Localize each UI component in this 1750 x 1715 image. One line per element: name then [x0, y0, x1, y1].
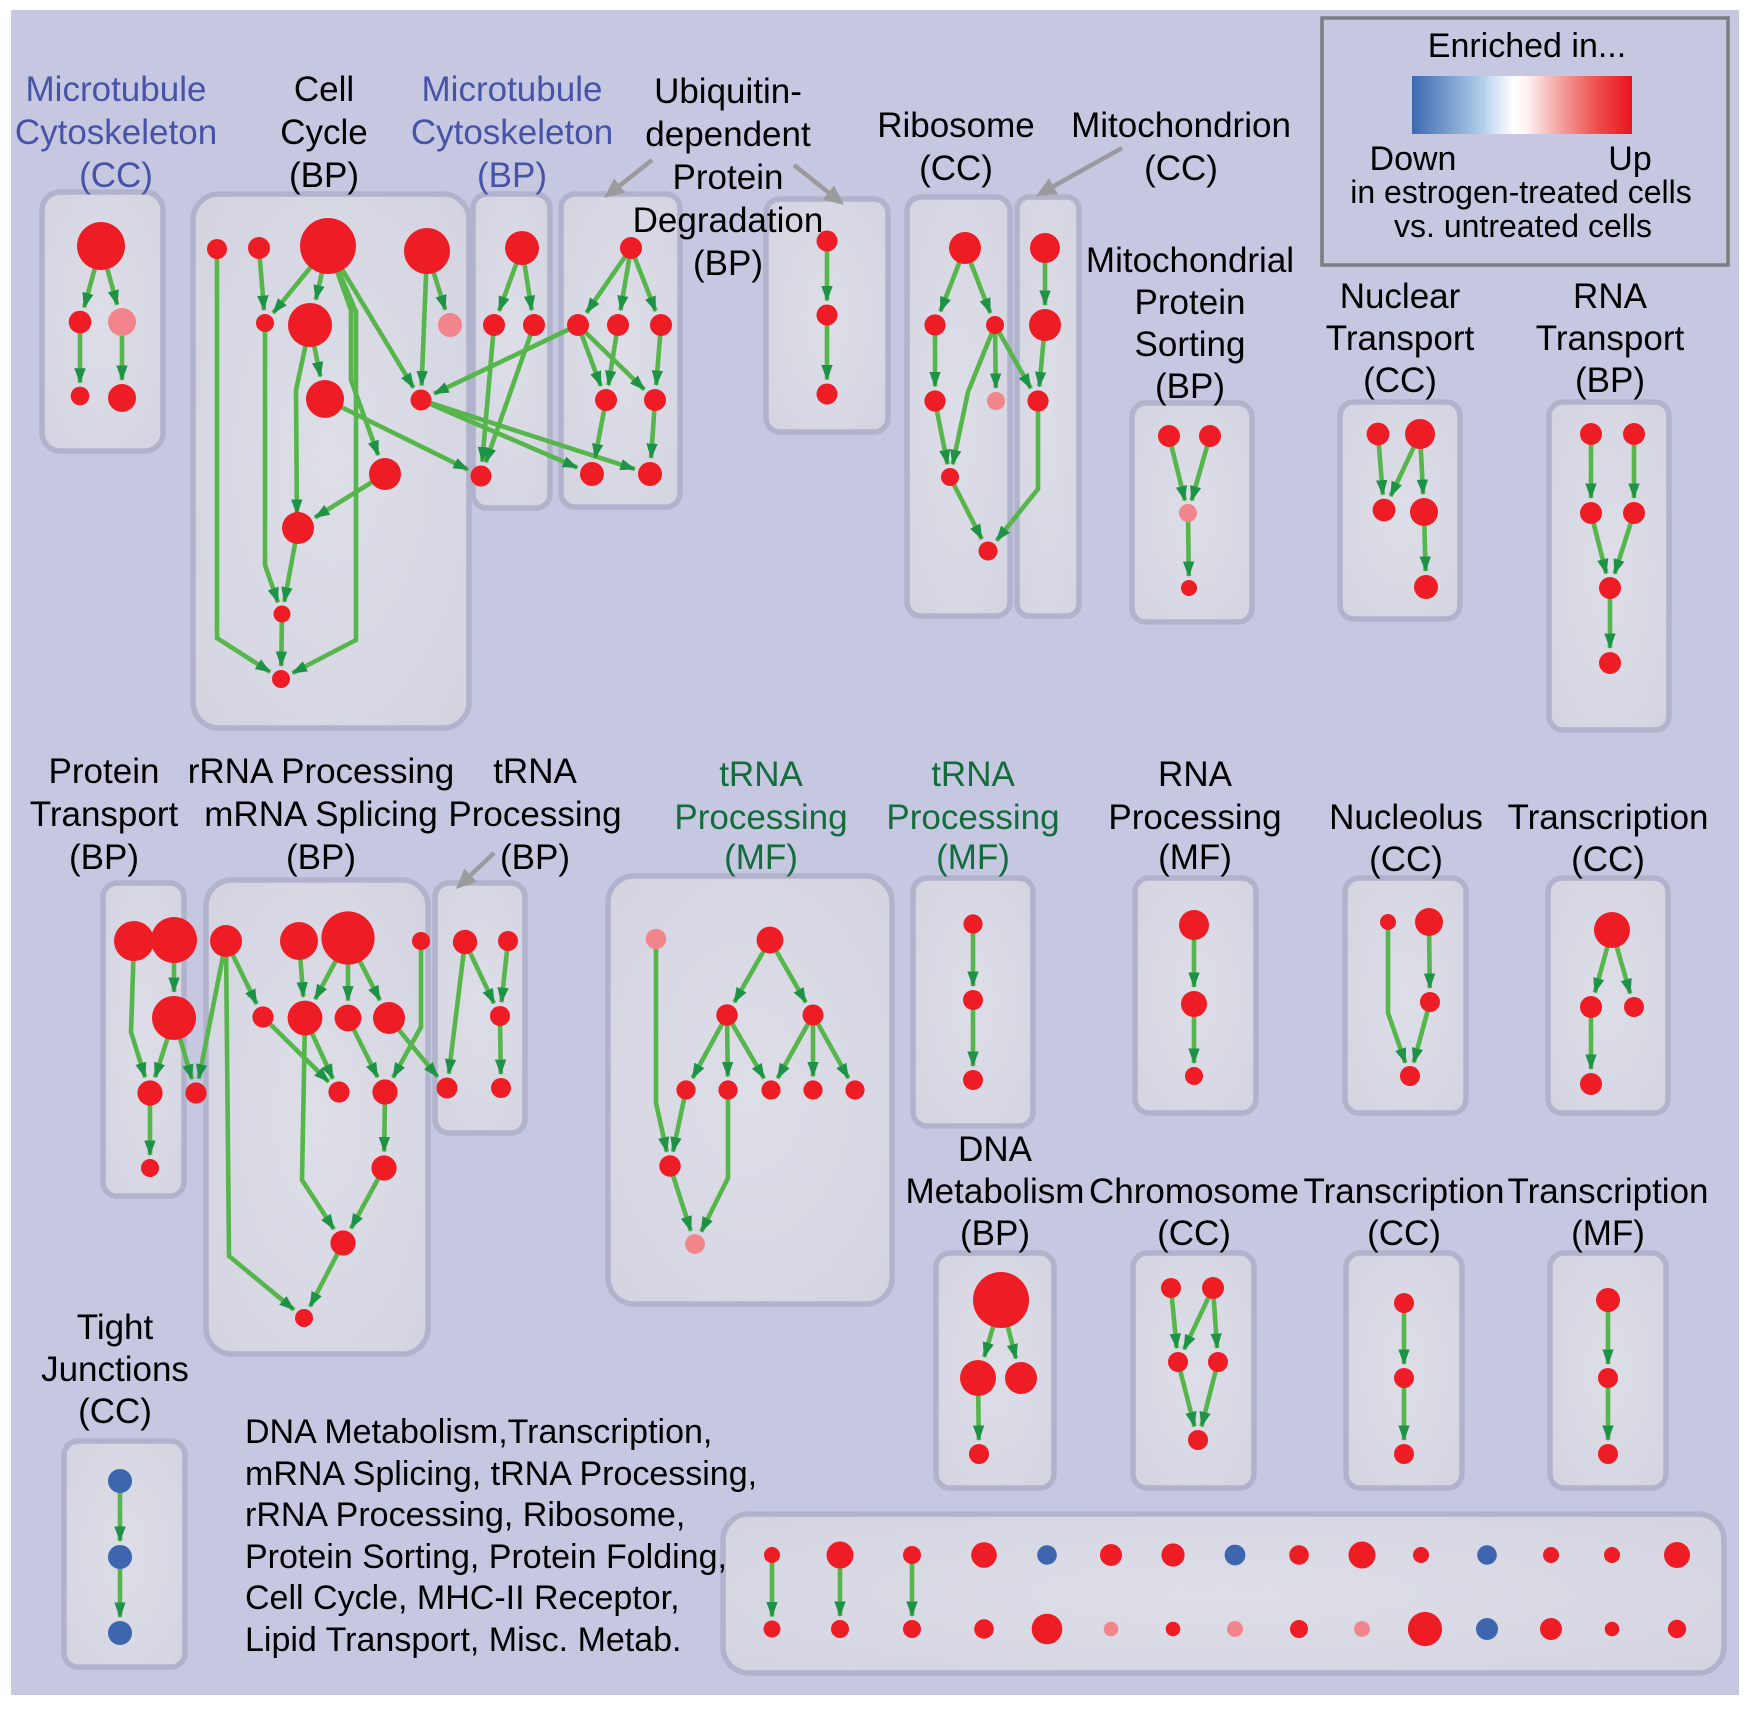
svg-text:Lipid Transport, Misc. Metab.: Lipid Transport, Misc. Metab.: [245, 1621, 682, 1659]
svg-text:RNA: RNA: [1158, 755, 1233, 794]
svg-text:Cell: Cell: [294, 70, 354, 109]
svg-text:(BP): (BP): [960, 1214, 1030, 1253]
svg-text:Protein: Protein: [1135, 283, 1246, 322]
svg-text:(MF): (MF): [1571, 1214, 1645, 1253]
svg-text:(BP): (BP): [477, 156, 547, 195]
svg-text:Processing: Processing: [674, 798, 847, 837]
svg-text:(MF): (MF): [1158, 838, 1232, 877]
svg-text:mRNA Splicing: mRNA Splicing: [204, 795, 437, 834]
svg-text:Sorting: Sorting: [1135, 325, 1246, 364]
svg-text:(BP): (BP): [69, 838, 139, 877]
svg-text:(BP): (BP): [500, 838, 570, 877]
svg-text:Metabolism: Metabolism: [906, 1172, 1085, 1211]
svg-text:Cycle: Cycle: [280, 113, 368, 152]
svg-text:Microtubule: Microtubule: [26, 70, 207, 109]
svg-text:Protein: Protein: [49, 752, 160, 791]
svg-text:(BP): (BP): [286, 838, 356, 877]
svg-text:Ubiquitin-: Ubiquitin-: [654, 72, 802, 111]
svg-text:(MF): (MF): [724, 838, 798, 877]
svg-text:dependent: dependent: [645, 115, 811, 154]
svg-text:(CC): (CC): [78, 1392, 152, 1431]
svg-text:Transcription: Transcription: [1304, 1172, 1505, 1211]
svg-text:Degradation: Degradation: [633, 201, 824, 240]
svg-text:Processing: Processing: [1108, 798, 1281, 837]
svg-text:(CC): (CC): [1363, 361, 1437, 400]
svg-text:(CC): (CC): [919, 149, 993, 188]
svg-text:tRNA: tRNA: [719, 755, 803, 794]
svg-text:Cytoskeleton: Cytoskeleton: [15, 113, 217, 152]
svg-text:(CC): (CC): [1367, 1214, 1441, 1253]
svg-text:mRNA Splicing, tRNA Processing: mRNA Splicing, tRNA Processing,: [245, 1455, 757, 1493]
svg-text:Protein Sorting, Protein Foldi: Protein Sorting, Protein Folding,: [245, 1538, 727, 1576]
svg-text:Microtubule: Microtubule: [422, 70, 603, 109]
svg-text:Nuclear: Nuclear: [1340, 277, 1461, 316]
svg-text:Down: Down: [1370, 140, 1457, 178]
svg-text:Nucleolus: Nucleolus: [1329, 798, 1483, 837]
svg-text:tRNA: tRNA: [931, 755, 1015, 794]
svg-text:DNA: DNA: [958, 1130, 1033, 1169]
svg-text:Junctions: Junctions: [41, 1350, 189, 1389]
svg-text:Protein: Protein: [673, 158, 784, 197]
svg-text:Tight: Tight: [77, 1308, 154, 1347]
svg-text:RNA: RNA: [1573, 277, 1648, 316]
svg-text:Mitochondrial: Mitochondrial: [1086, 241, 1294, 280]
svg-text:rRNA Processing, Ribosome,: rRNA Processing, Ribosome,: [245, 1496, 685, 1534]
svg-text:Transcription: Transcription: [1508, 798, 1709, 837]
svg-text:Processing: Processing: [886, 798, 1059, 837]
svg-text:rRNA Processing: rRNA Processing: [188, 752, 454, 791]
svg-text:DNA Metabolism,Transcription,: DNA Metabolism,Transcription,: [245, 1413, 712, 1451]
svg-text:Transcription: Transcription: [1508, 1172, 1709, 1211]
svg-text:(MF): (MF): [936, 838, 1010, 877]
svg-text:Transport: Transport: [1536, 319, 1685, 358]
svg-text:(CC): (CC): [1369, 840, 1443, 879]
svg-text:in estrogen-treated cells: in estrogen-treated cells: [1350, 174, 1692, 210]
svg-text:Cytoskeleton: Cytoskeleton: [411, 113, 613, 152]
svg-text:(CC): (CC): [1144, 149, 1218, 188]
svg-text:Processing: Processing: [448, 795, 621, 834]
svg-text:Chromosome: Chromosome: [1089, 1172, 1299, 1211]
svg-text:(BP): (BP): [693, 244, 763, 283]
svg-text:(BP): (BP): [1575, 361, 1645, 400]
svg-text:Enriched in...: Enriched in...: [1428, 27, 1626, 65]
svg-text:Ribosome: Ribosome: [877, 106, 1035, 145]
svg-text:tRNA: tRNA: [493, 752, 577, 791]
svg-text:Up: Up: [1608, 140, 1651, 178]
svg-text:(CC): (CC): [1157, 1214, 1231, 1253]
svg-text:(BP): (BP): [1155, 367, 1225, 406]
svg-text:Mitochondrion: Mitochondrion: [1071, 106, 1291, 145]
svg-text:Transport: Transport: [30, 795, 179, 834]
svg-text:Transport: Transport: [1326, 319, 1475, 358]
svg-text:(CC): (CC): [1571, 840, 1645, 879]
svg-text:(CC): (CC): [79, 156, 153, 195]
svg-text:vs. untreated cells: vs. untreated cells: [1394, 208, 1652, 244]
svg-text:(BP): (BP): [289, 156, 359, 195]
svg-text:Cell Cycle, MHC-II Receptor,: Cell Cycle, MHC-II Receptor,: [245, 1579, 680, 1617]
